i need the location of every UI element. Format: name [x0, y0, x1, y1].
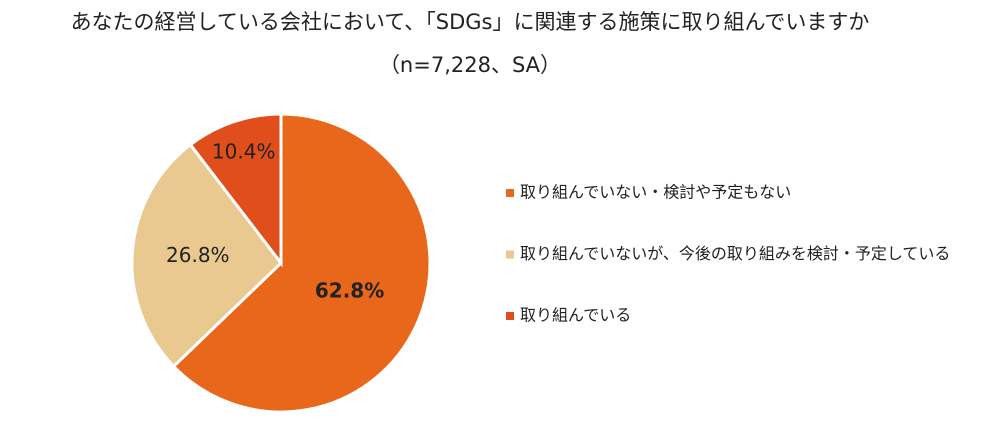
- data-label: 10.4%: [212, 139, 276, 163]
- chart-subtitle: （n=7,228、SA）: [379, 53, 561, 77]
- pie-slice: [188, 112, 283, 268]
- chart-title: あなたの経営している会社において、「SDGs」に関連する施策に取り組んでいますか: [71, 10, 870, 34]
- legend-label: 取り組んでいない・検討や予定もない: [520, 183, 791, 202]
- pie-slice: [130, 142, 284, 369]
- pie: 62.8% 26.8% 10.4%: [130, 112, 432, 414]
- data-label: 26.8%: [166, 243, 230, 267]
- data-label: 62.8%: [315, 279, 384, 303]
- legend-label: 取り組んでいる: [520, 306, 631, 325]
- pie-slice: [171, 112, 432, 414]
- legend-swatch: [506, 250, 514, 259]
- legend-label: 取り組んでいないが、今後の取り組みを検討・予定している: [520, 244, 950, 263]
- legend-swatch: [506, 189, 514, 197]
- legend-swatch: [506, 312, 514, 320]
- legend: 取り組んでいない・検討や予定もない取り組んでいないが、今後の取り組みを検討・予定…: [506, 183, 950, 325]
